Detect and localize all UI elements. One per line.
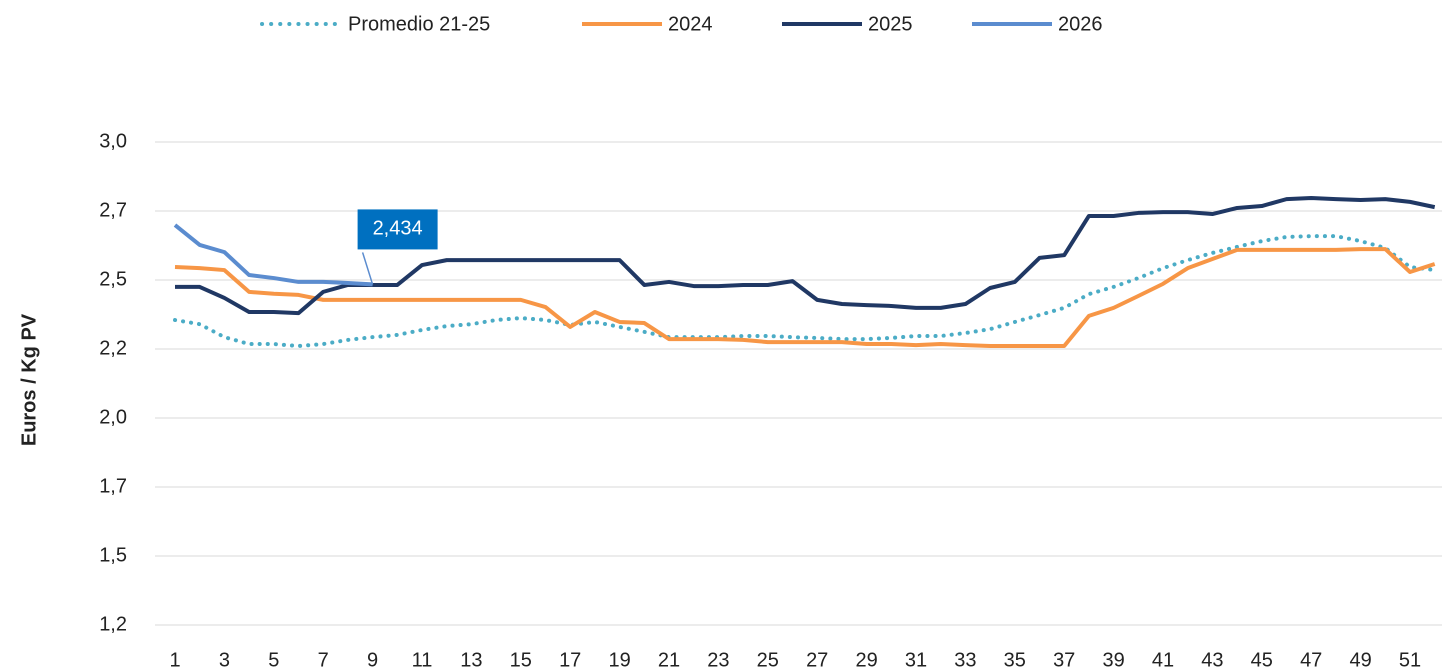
y-tick-label: 2,0 [99,406,127,428]
y-tick-label: 3,0 [99,130,127,152]
x-tick-label: 37 [1053,649,1075,671]
legend-label: Promedio 21-25 [348,13,490,35]
x-tick-label: 25 [757,649,779,671]
data-label: 2,434 [373,218,423,240]
x-tick-label: 33 [954,649,976,671]
x-tick-label: 39 [1102,649,1124,671]
x-tick-label: 49 [1349,649,1371,671]
x-tick-label: 5 [268,649,279,671]
x-tick-label: 45 [1251,649,1273,671]
x-tick-label: 43 [1201,649,1223,671]
x-tick-label: 27 [806,649,828,671]
line-series [174,247,1436,348]
y-axis-title: Euros / Kg PV [18,313,40,446]
y-tick-label: 2,5 [99,268,127,290]
x-tick-label: 3 [219,649,230,671]
x-tick-label: 1 [169,649,180,671]
x-tick-label: 29 [855,649,877,671]
x-tick-label: 23 [707,649,729,671]
legend-label: 2024 [668,13,713,35]
x-tick-label: 15 [510,649,532,671]
x-tick-label: 7 [318,649,329,671]
x-tick-label: 31 [905,649,927,671]
y-tick-label: 1,7 [99,475,127,497]
y-tick-label: 1,2 [99,613,127,635]
x-tick-label: 35 [1004,649,1026,671]
x-tick-label: 9 [367,649,378,671]
label-leader [361,252,374,285]
y-tick-label: 1,5 [99,544,127,566]
line-series [173,234,1437,348]
x-tick-label: 51 [1399,649,1421,671]
line-series [175,196,1436,316]
x-tick-label: 47 [1300,649,1322,671]
legend-label: 2026 [1058,13,1103,35]
x-tick-label: 41 [1152,649,1174,671]
x-tick-label: 21 [658,649,680,671]
x-tick-label: 13 [460,649,482,671]
x-tick-label: 19 [608,649,630,671]
x-tick-label: 11 [412,649,433,671]
y-tick-label: 2,2 [99,337,127,359]
data-label-box [357,209,438,250]
line-series [173,223,373,287]
y-tick-label: 2,7 [99,199,127,221]
legend-label: 2025 [868,13,913,35]
x-tick-label: 17 [559,649,581,671]
